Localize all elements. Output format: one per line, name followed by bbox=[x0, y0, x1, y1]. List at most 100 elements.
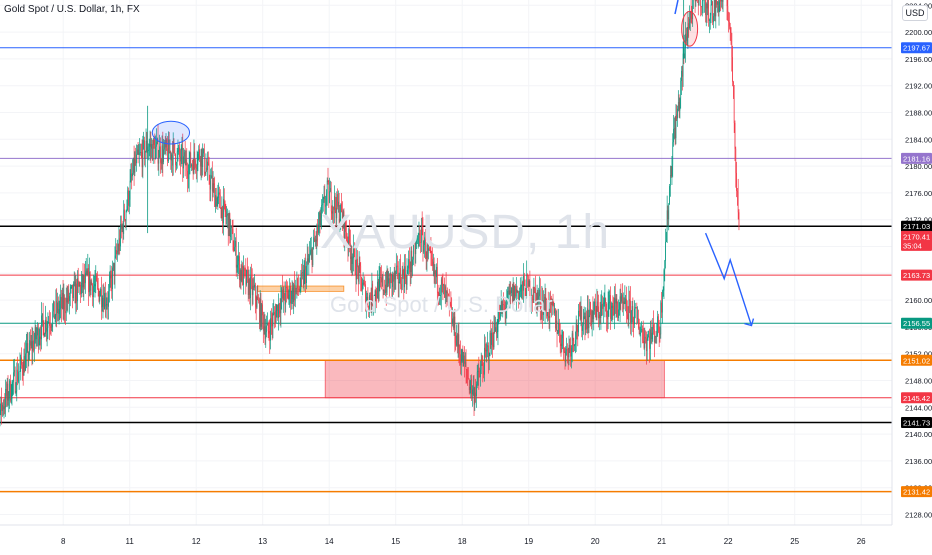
candle-body bbox=[217, 198, 218, 206]
candle-body bbox=[380, 277, 381, 278]
x-tick-label: 8 bbox=[61, 537, 66, 546]
level-price-label: 2163.73 bbox=[903, 271, 930, 280]
candle-body bbox=[87, 271, 88, 275]
candle-body bbox=[184, 152, 185, 156]
candle-body bbox=[579, 311, 580, 312]
candle-body bbox=[214, 185, 215, 207]
candle-body bbox=[108, 291, 109, 306]
candle-body bbox=[731, 33, 732, 57]
candle-body bbox=[467, 370, 468, 375]
candle-body bbox=[582, 326, 583, 331]
candle-body bbox=[36, 335, 37, 339]
candle-body bbox=[102, 307, 103, 308]
candle-body bbox=[135, 159, 136, 172]
candle-body bbox=[463, 356, 464, 367]
candle-body bbox=[162, 145, 163, 163]
candle-body bbox=[329, 191, 330, 202]
candle-body bbox=[182, 148, 183, 168]
candle-body bbox=[636, 307, 637, 308]
candle-body bbox=[104, 293, 105, 309]
candle-body bbox=[285, 300, 286, 304]
candle-body bbox=[621, 296, 622, 301]
candle-body bbox=[573, 333, 574, 340]
candle-body bbox=[318, 225, 319, 233]
candle-body bbox=[231, 226, 232, 227]
candle-body bbox=[307, 258, 308, 266]
candle-body bbox=[206, 168, 207, 170]
level-price-label: 2151.02 bbox=[903, 356, 930, 365]
candle-body bbox=[36, 327, 37, 339]
candle-body bbox=[218, 193, 219, 198]
candle-body bbox=[257, 297, 258, 300]
y-tick-label: 2196.00 bbox=[905, 55, 932, 64]
candle-body bbox=[274, 312, 275, 314]
candle-body bbox=[22, 365, 23, 373]
candle-body bbox=[142, 152, 143, 167]
candle-body bbox=[476, 384, 477, 396]
candle-body bbox=[654, 329, 655, 342]
candle-body bbox=[308, 258, 309, 261]
candle-body bbox=[123, 210, 124, 234]
candle-body bbox=[673, 129, 674, 142]
candle-body bbox=[153, 140, 154, 161]
candle-body bbox=[661, 303, 662, 313]
candle-body bbox=[107, 304, 108, 305]
candle-body bbox=[63, 293, 64, 309]
level-price-label: 2141.73 bbox=[903, 419, 930, 428]
candle-body bbox=[239, 256, 240, 280]
candle-body bbox=[207, 162, 208, 170]
candle-body bbox=[71, 287, 72, 289]
candle-body bbox=[210, 179, 211, 190]
candle-body bbox=[49, 322, 50, 326]
candle-body bbox=[230, 228, 231, 237]
candle-body bbox=[86, 271, 87, 273]
candle-body bbox=[119, 238, 120, 251]
candle-body bbox=[91, 282, 92, 291]
candle-body bbox=[183, 156, 184, 168]
candle-body bbox=[160, 146, 161, 162]
candle-body bbox=[455, 317, 456, 343]
candle-body bbox=[75, 284, 76, 303]
candle-body bbox=[128, 190, 129, 205]
candle-body bbox=[95, 284, 96, 286]
x-tick-label: 11 bbox=[126, 537, 135, 546]
candle-body bbox=[572, 333, 573, 348]
candle-body bbox=[58, 302, 59, 313]
candle-body bbox=[323, 199, 324, 205]
candle-body bbox=[18, 376, 19, 381]
candle-body bbox=[670, 175, 671, 186]
candle-body bbox=[21, 357, 22, 364]
candle-body bbox=[613, 310, 614, 315]
candle-body bbox=[220, 195, 221, 209]
candle-body bbox=[631, 311, 632, 323]
currency-button[interactable]: USD bbox=[902, 5, 928, 21]
candle-body bbox=[145, 151, 146, 158]
candle-body bbox=[356, 259, 357, 280]
candle-body bbox=[600, 315, 601, 318]
candle-body bbox=[454, 317, 455, 328]
candle-body bbox=[593, 311, 594, 319]
candle-body bbox=[486, 347, 487, 352]
candle-body bbox=[286, 287, 287, 288]
candle-body bbox=[559, 323, 560, 332]
candle-body bbox=[382, 276, 383, 282]
candle-body bbox=[400, 268, 401, 284]
candle-body bbox=[387, 270, 388, 292]
candle-body bbox=[482, 365, 483, 371]
candle-body bbox=[593, 311, 594, 319]
candle-body bbox=[410, 269, 411, 272]
candle-body bbox=[658, 316, 659, 330]
candle-body bbox=[261, 299, 262, 327]
candle-body bbox=[308, 259, 309, 261]
y-tick-label: 2200.00 bbox=[905, 28, 932, 37]
candle-body bbox=[237, 265, 238, 268]
y-tick-label: 2128.00 bbox=[905, 511, 932, 520]
candle-body bbox=[660, 334, 661, 335]
candle-body bbox=[272, 323, 273, 327]
candle-body bbox=[524, 276, 525, 284]
candle-body bbox=[644, 337, 645, 348]
candle-body bbox=[99, 296, 100, 301]
candle-body bbox=[302, 272, 303, 273]
candle-body bbox=[245, 270, 246, 285]
